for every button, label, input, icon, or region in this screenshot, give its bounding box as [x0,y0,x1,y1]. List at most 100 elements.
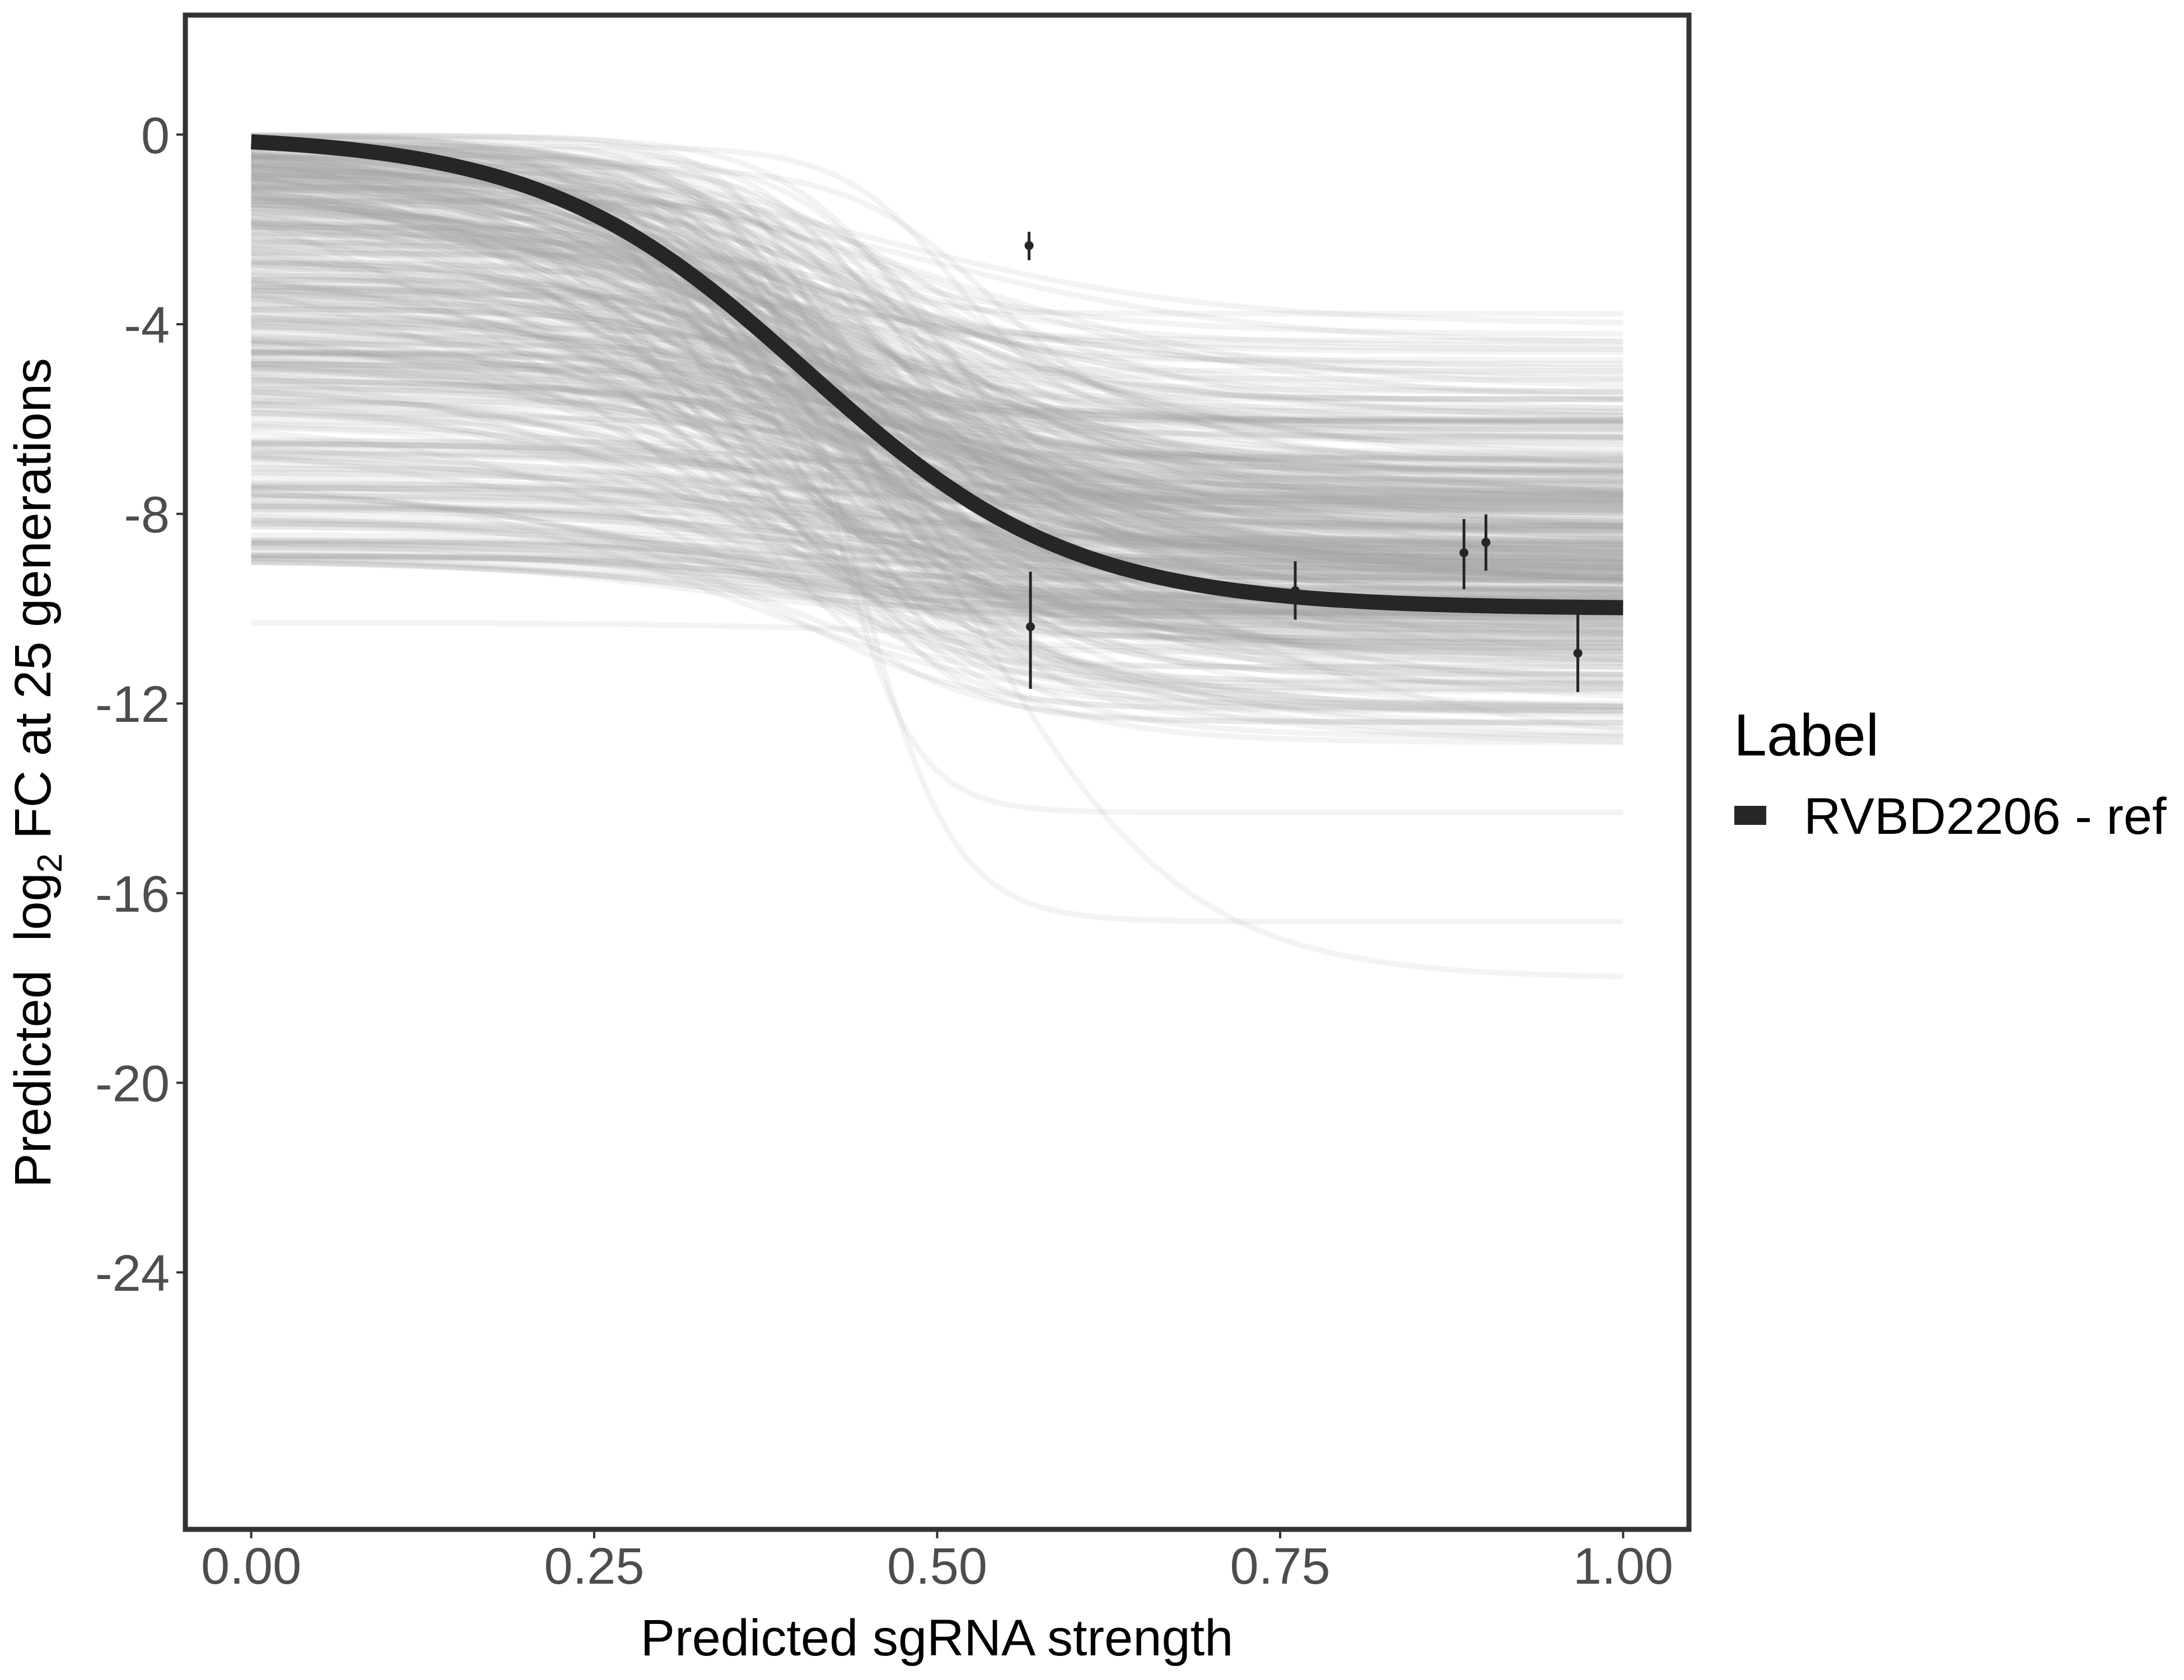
posterior-draw-line [251,553,1623,617]
posterior-draw-line [251,296,1623,467]
posterior-draw-line [251,302,1623,544]
posterior-draw-line [251,195,1623,556]
posterior-draw-line [251,340,1623,403]
posterior-draw-line [251,314,1623,581]
posterior-draw-line [251,382,1623,445]
posterior-draw-line [251,137,1623,411]
posterior-draw-line [251,362,1623,666]
posterior-draw-line [251,239,1623,367]
posterior-draw-line [251,232,1623,580]
posterior-draw-line [251,544,1623,621]
posterior-draw-line [251,499,1623,559]
posterior-draw-line [251,239,1623,498]
observation-point [1481,538,1491,547]
posterior-draw-line [251,133,1623,506]
posterior-draw-line [251,184,1623,440]
posterior-draw-line [251,505,1623,595]
posterior-draw-line [251,148,1623,463]
posterior-draw-line [251,184,1623,600]
posterior-draw-line [251,175,1623,447]
posterior-draw-line [251,503,1623,565]
posterior-draw-line [251,296,1623,726]
posterior-draw-line [251,186,1623,578]
posterior-draw-line [251,276,1623,424]
posterior-draw-line [251,196,1623,468]
posterior-draw-line [251,201,1623,382]
posterior-draw-line [251,252,1623,474]
posterior-draw-line [251,139,1623,525]
posterior-draw-line [251,245,1623,548]
posterior-draw-line [251,206,1623,478]
posterior-draw-line [251,184,1623,441]
posterior-draw-line [251,163,1623,533]
posterior-draw-line [251,442,1623,529]
y-axis-title-rest: FC at 25 generations [4,358,62,853]
posterior-draw-line [251,392,1623,525]
posterior-draw-line [251,461,1623,523]
posterior-draw-line [251,171,1623,580]
observation [1026,571,1035,689]
posterior-draw-line [251,398,1623,591]
observation [1481,514,1491,571]
posterior-draw-line [251,326,1623,592]
posterior-draw-line [251,537,1623,596]
posterior-draw-line [251,162,1623,594]
posterior-draw-line [251,175,1623,455]
posterior-draw-line [251,224,1623,419]
posterior-draw-line [251,213,1623,487]
posterior-draw-line [251,156,1623,458]
y-tick-label: -4 [124,297,170,354]
posterior-draw-line [250,174,1623,650]
posterior-draw-line [251,317,1623,645]
posterior-draw-line [251,386,1623,714]
posterior-draw-line [251,203,1623,925]
posterior-draw-line [251,517,1623,581]
posterior-draw-line [251,236,1623,593]
posterior-draw-line [251,137,1623,493]
posterior-draw-line [251,523,1623,583]
posterior-draw-line [251,342,1623,473]
posterior-draw-line [250,152,1623,678]
posterior-draw-line [251,430,1623,710]
posterior-draw-line [251,480,1623,655]
posterior-draw-line [251,282,1623,545]
posterior-draw-line [251,349,1623,433]
posterior-draw-line [251,184,1623,374]
posterior-draw-line [251,620,1623,640]
posterior-draw-line [251,316,1623,542]
posterior-draw-line [251,349,1623,426]
posterior-draw-line [251,377,1623,439]
posterior-draw-line [251,218,1623,502]
posterior-draw-line [251,503,1623,646]
posterior-draw-line [251,425,1623,685]
posterior-draw-line [251,209,1623,529]
posterior-draw-line [251,225,1623,506]
posterior-draw-line [251,352,1623,694]
posterior-draw-line [251,482,1623,545]
posterior-draw-line [251,176,1623,402]
legend-key-rvbd2206-ref [1734,806,1766,825]
posterior-draw-line [251,506,1623,570]
posterior-draw-line [251,350,1623,634]
posterior-draw-line [251,503,1623,562]
x-tick-label: 1.00 [1573,1538,1673,1595]
posterior-draw-line [251,155,1623,575]
posterior-draw-line [251,176,1623,395]
posterior-draw-line [251,224,1623,670]
posterior-draw-line [251,514,1623,678]
posterior-draw-line [251,267,1623,496]
posterior-draw-line [251,153,1623,557]
posterior-draw-line [251,320,1623,466]
posterior-draw-line [251,393,1623,590]
posterior-draw-line [251,162,1623,497]
posterior-draw-line [251,511,1623,583]
posterior-draw-line [251,173,1623,500]
posterior-draw-line [251,237,1623,377]
posterior-draw-line [251,385,1623,511]
posterior-draw-line [251,171,1623,345]
posterior-draw-line [251,224,1623,569]
posterior-draw-line [251,338,1623,528]
observation [1024,231,1034,260]
